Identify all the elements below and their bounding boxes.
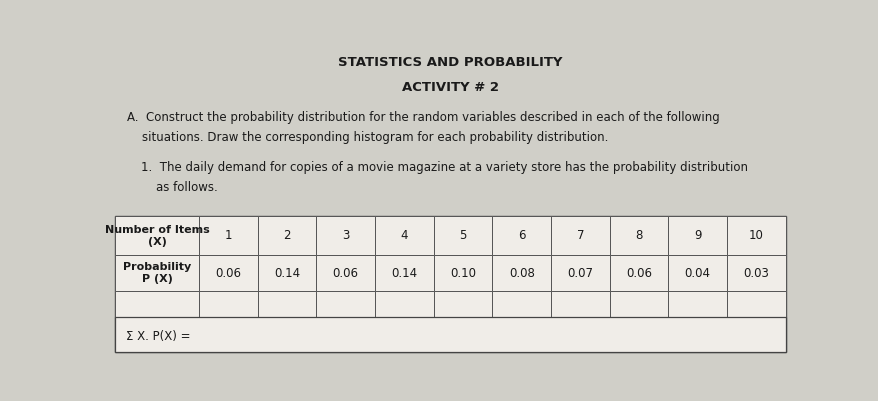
Text: STATISTICS AND PROBABILITY: STATISTICS AND PROBABILITY [338, 56, 562, 69]
Text: 0.14: 0.14 [391, 267, 417, 279]
Bar [115, 317, 785, 352]
Text: situations. Draw the corresponding histogram for each probability distribution.: situations. Draw the corresponding histo… [126, 132, 608, 144]
Bar [433, 255, 492, 291]
Text: 0.10: 0.10 [450, 267, 476, 279]
Bar [492, 291, 551, 317]
Text: 3: 3 [342, 229, 349, 242]
Bar [726, 255, 785, 291]
Bar [115, 217, 199, 255]
Bar [609, 291, 667, 317]
Bar [199, 291, 257, 317]
Bar [375, 217, 433, 255]
Bar [492, 217, 551, 255]
Bar [551, 217, 609, 255]
Text: 0.06: 0.06 [625, 267, 651, 279]
Text: 0.08: 0.08 [508, 267, 534, 279]
Bar [492, 255, 551, 291]
Bar [433, 291, 492, 317]
Text: ACTIVITY # 2: ACTIVITY # 2 [401, 81, 499, 93]
Text: 1: 1 [225, 229, 232, 242]
Bar [199, 217, 257, 255]
Text: 0.04: 0.04 [684, 267, 709, 279]
Text: 7: 7 [576, 229, 584, 242]
Bar [115, 291, 199, 317]
Bar [257, 217, 316, 255]
Bar [667, 217, 726, 255]
Bar [316, 255, 375, 291]
Bar [551, 255, 609, 291]
Text: 0.06: 0.06 [215, 267, 241, 279]
Bar [609, 255, 667, 291]
Bar [316, 217, 375, 255]
Text: A.  Construct the probability distribution for the random variables described in: A. Construct the probability distributio… [126, 111, 719, 124]
Text: as follows.: as follows. [140, 181, 217, 194]
Bar [199, 255, 257, 291]
Bar [433, 217, 492, 255]
Text: 6: 6 [517, 229, 525, 242]
Text: 10: 10 [748, 229, 763, 242]
Text: 0.14: 0.14 [274, 267, 299, 279]
Bar [115, 217, 785, 352]
Bar [257, 255, 316, 291]
Bar [667, 291, 726, 317]
Text: 8: 8 [635, 229, 642, 242]
Text: 5: 5 [459, 229, 466, 242]
Bar [257, 291, 316, 317]
Text: Number of Items
(X): Number of Items (X) [104, 225, 209, 247]
Bar [726, 217, 785, 255]
Bar [551, 291, 609, 317]
Text: 1.  The daily demand for copies of a movie magazine at a variety store has the p: 1. The daily demand for copies of a movi… [140, 161, 746, 174]
Text: 2: 2 [283, 229, 291, 242]
Bar [375, 291, 433, 317]
Bar [316, 291, 375, 317]
Bar [726, 291, 785, 317]
Text: 0.03: 0.03 [743, 267, 768, 279]
Text: 9: 9 [693, 229, 701, 242]
Bar [667, 255, 726, 291]
Text: 4: 4 [400, 229, 407, 242]
Bar [609, 217, 667, 255]
Text: Σ X. P(X) =: Σ X. P(X) = [126, 330, 190, 343]
Bar [115, 255, 199, 291]
Bar [375, 255, 433, 291]
Text: Probability
P (X): Probability P (X) [123, 262, 191, 284]
Text: 0.07: 0.07 [566, 267, 593, 279]
Text: 0.06: 0.06 [333, 267, 358, 279]
